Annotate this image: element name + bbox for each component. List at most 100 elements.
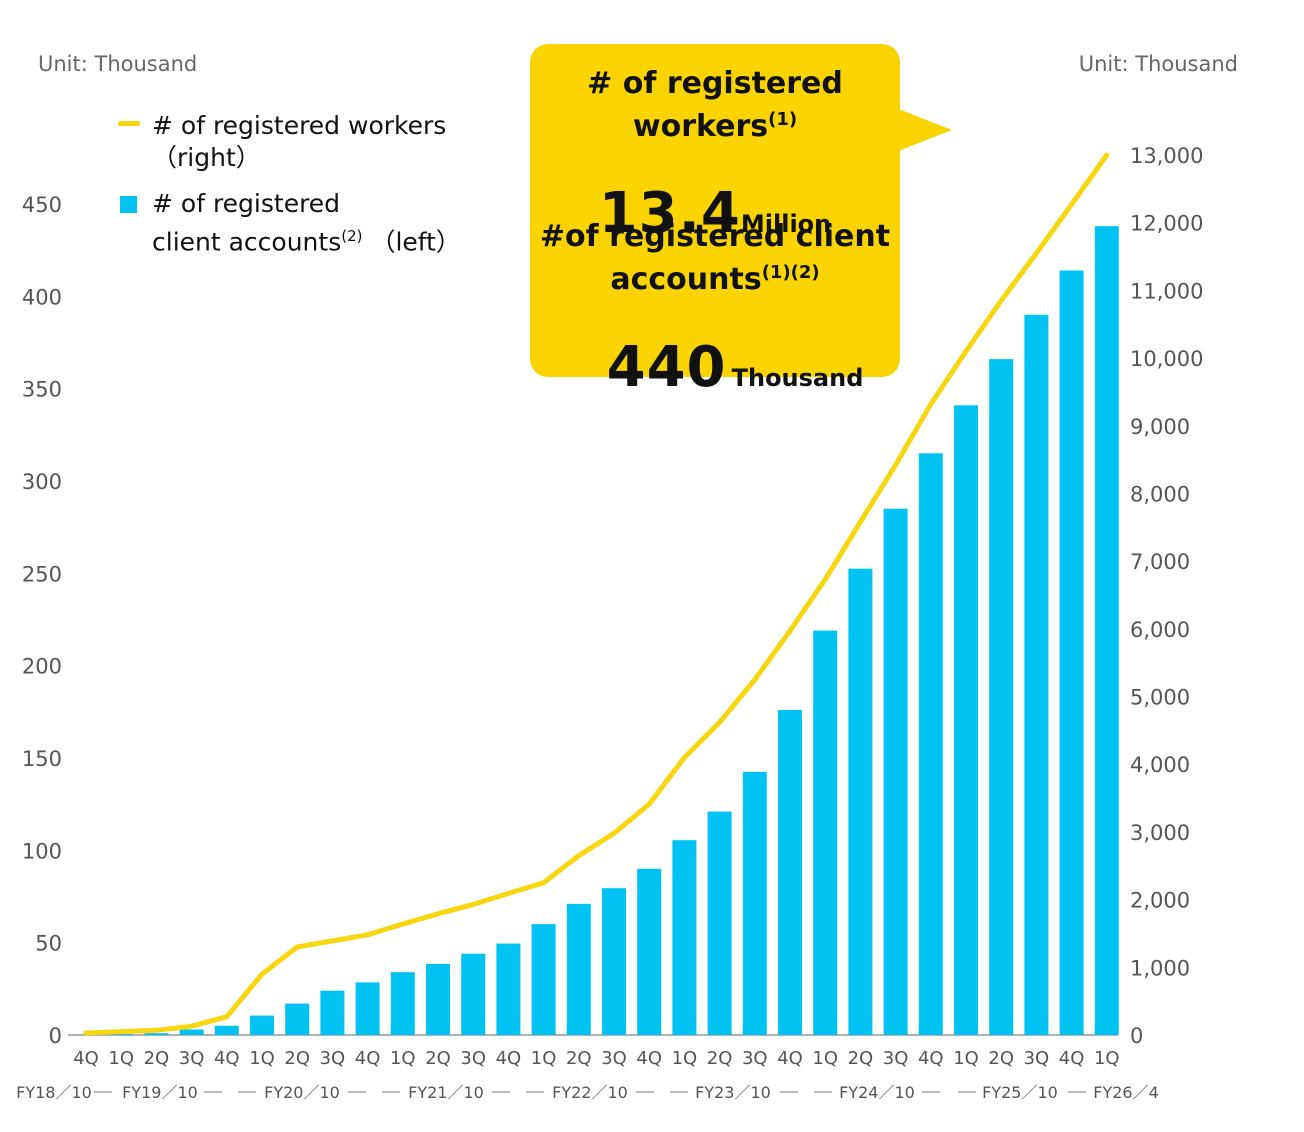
left-tick-label: 0 <box>49 1024 62 1048</box>
legend-workers-label: # of registered workers <box>152 111 447 140</box>
category-label: 1Q <box>390 1048 416 1069</box>
fiscal-year-label: FY24／10 <box>839 1083 915 1102</box>
right-tick-label: 9,000 <box>1130 415 1190 439</box>
category-label: 2Q <box>566 1048 592 1069</box>
legend-clients-footnote: (2) <box>341 227 363 245</box>
left-tick-label: 50 <box>35 932 62 956</box>
category-label: 1Q <box>672 1048 698 1069</box>
left-tick-label: 100 <box>22 839 62 863</box>
legend-clients: # of registered client accounts(2) （left… <box>118 188 461 258</box>
callout-workers-value: 13.4Million <box>598 181 832 246</box>
right-tick-label: 4,000 <box>1130 753 1190 777</box>
category-label: 4Q <box>1059 1048 1085 1069</box>
bar <box>179 1029 204 1035</box>
category-label: 3Q <box>320 1048 346 1069</box>
category-label: 4Q <box>636 1048 662 1069</box>
bar <box>778 709 802 1035</box>
category-label: 2Q <box>988 1048 1014 1069</box>
category-label: 3Q <box>883 1048 909 1069</box>
category-label: 1Q <box>249 1048 275 1069</box>
right-tick-label: 11,000 <box>1130 279 1203 303</box>
bar <box>918 453 943 1035</box>
legend-clients-line1: # of registered <box>152 189 341 218</box>
category-label: 3Q <box>601 1048 627 1069</box>
left-tick-label: 450 <box>22 193 62 217</box>
bar <box>883 508 908 1035</box>
bar <box>426 963 450 1035</box>
right-tick-label: 3,000 <box>1130 821 1190 845</box>
category-label: 2Q <box>284 1048 310 1069</box>
category-label: 2Q <box>144 1048 170 1069</box>
clients-bar-swatch <box>120 196 137 213</box>
legend-clients-line2: client accounts(2) （left） <box>152 227 461 257</box>
right-tick-label: 5,000 <box>1130 686 1190 710</box>
bar <box>707 811 732 1035</box>
bar <box>848 568 873 1035</box>
category-label: 1Q <box>812 1048 838 1069</box>
left-tick-label: 200 <box>22 655 62 679</box>
right-tick-label: 12,000 <box>1130 212 1203 236</box>
category-label: 2Q <box>425 1048 451 1069</box>
bar <box>742 771 767 1035</box>
left-tick-label: 400 <box>22 285 62 309</box>
bar <box>1094 226 1119 1035</box>
bar <box>531 924 556 1035</box>
left-axis-unit: Unit: Thousand <box>38 52 198 76</box>
right-tick-label: 8,000 <box>1130 482 1190 506</box>
right-axis-unit: Unit: Thousand <box>1078 52 1238 76</box>
category-label: 4Q <box>355 1048 381 1069</box>
callout-clients-value: 440 Thousand <box>606 335 864 400</box>
callout-pointer <box>896 108 952 152</box>
category-label: 3Q <box>1024 1048 1050 1069</box>
callout-workers-header: # of registered workers(1) <box>587 66 843 144</box>
bar <box>1059 270 1084 1036</box>
fiscal-year-label: FY22／10 <box>552 1083 628 1102</box>
category-label: 1Q <box>1094 1048 1120 1069</box>
left-tick-label: 300 <box>22 470 62 494</box>
left-tick-label: 150 <box>22 747 62 771</box>
right-tick-label: 10,000 <box>1130 347 1203 371</box>
legend-workers: # of registered workers （right） <box>118 110 446 174</box>
bar <box>602 888 626 1035</box>
bar <box>285 1003 310 1035</box>
fiscal-year-label: FY25／10 <box>982 1083 1058 1102</box>
right-tick-label: 2,000 <box>1130 889 1190 913</box>
callout-box: # of registered workers(1) 13.4Million #… <box>530 44 900 398</box>
fiscal-year-label: FY26／4 <box>1093 1083 1159 1102</box>
right-tick-label: 0 <box>1130 1024 1143 1048</box>
legend-workers-suffix: （right） <box>152 143 261 172</box>
category-label: 1Q <box>531 1048 557 1069</box>
bar <box>355 982 380 1035</box>
bar <box>109 1034 134 1035</box>
bar <box>214 1025 239 1035</box>
fiscal-year-label: FY21／10 <box>408 1083 484 1102</box>
category-label: 4Q <box>777 1048 803 1069</box>
fiscal-year-label: FY20／10 <box>264 1083 340 1102</box>
bar <box>250 1015 274 1035</box>
callout-clients-header: #of registered client accounts(1)(2) <box>539 219 891 297</box>
right-tick-label: 13,000 <box>1130 144 1203 168</box>
category-label: 3Q <box>742 1048 768 1069</box>
left-tick-label: 350 <box>22 378 62 402</box>
fiscal-year-label: FY19／10 <box>122 1083 198 1102</box>
category-label: 4Q <box>73 1048 99 1069</box>
bar <box>461 953 486 1035</box>
bar <box>672 840 697 1035</box>
fiscal-year-label: FY18／10 <box>16 1083 92 1102</box>
category-label: 1Q <box>953 1048 979 1069</box>
fiscal-year-label: FY23／10 <box>695 1083 771 1102</box>
bar <box>566 903 591 1035</box>
bar <box>144 1033 169 1035</box>
bar <box>813 630 838 1035</box>
category-label: 3Q <box>460 1048 486 1069</box>
bar <box>320 990 345 1035</box>
right-tick-label: 6,000 <box>1130 618 1190 642</box>
bar <box>496 943 521 1035</box>
left-tick-label: 250 <box>22 562 62 586</box>
bar <box>1024 314 1049 1035</box>
workers-line-swatch <box>118 121 140 126</box>
category-label: 4Q <box>918 1048 944 1069</box>
category-label: 4Q <box>214 1048 240 1069</box>
bar <box>637 868 662 1035</box>
